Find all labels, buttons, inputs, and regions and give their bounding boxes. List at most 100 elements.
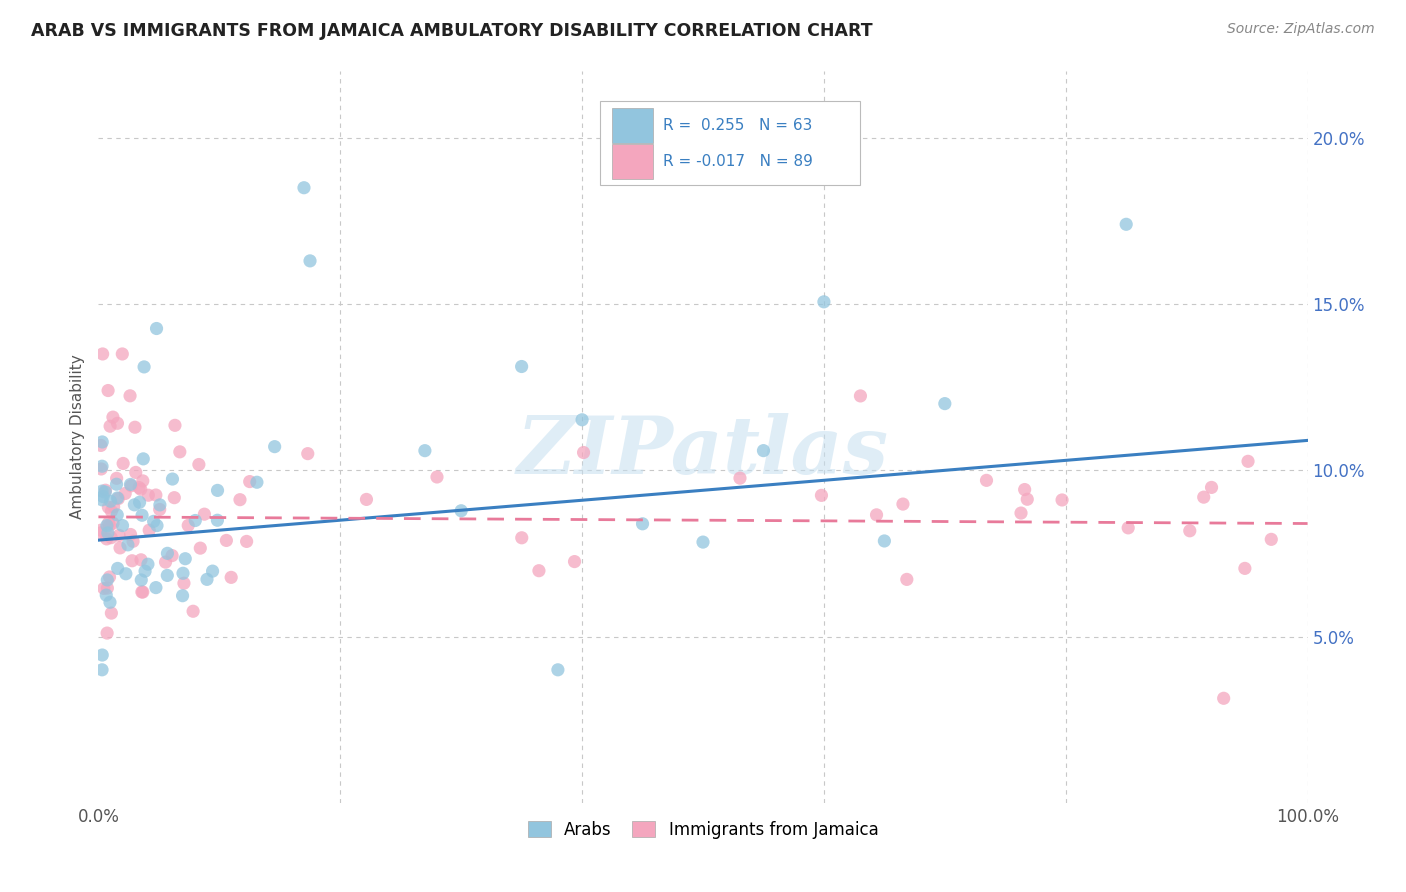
Point — [155, 555, 177, 569]
Point — [120, 477, 142, 491]
Point — [132, 451, 155, 466]
Point — [132, 359, 155, 374]
FancyBboxPatch shape — [613, 144, 654, 178]
Point — [172, 589, 194, 603]
Point — [1233, 561, 1256, 575]
Point — [138, 523, 160, 537]
Point — [1116, 521, 1139, 535]
Text: Source: ZipAtlas.com: Source: ZipAtlas.com — [1227, 22, 1375, 37]
Point — [173, 576, 195, 591]
Point — [125, 466, 148, 480]
Point — [728, 471, 751, 485]
Point — [120, 527, 142, 541]
Point — [169, 445, 191, 459]
Point — [91, 492, 114, 507]
FancyBboxPatch shape — [613, 108, 654, 144]
Point — [1050, 492, 1073, 507]
Y-axis label: Ambulatory Disability: Ambulatory Disability — [70, 355, 86, 519]
Point — [112, 457, 135, 471]
Point — [96, 518, 118, 533]
Point — [111, 518, 134, 533]
Point — [156, 546, 179, 560]
Point — [1201, 480, 1223, 494]
Point — [98, 570, 121, 584]
Point — [752, 443, 775, 458]
Point — [692, 535, 714, 549]
Point — [201, 564, 224, 578]
Point — [138, 488, 160, 502]
Point — [1017, 492, 1039, 507]
Point — [172, 566, 194, 581]
Point — [107, 491, 129, 506]
Point — [96, 626, 118, 640]
FancyBboxPatch shape — [600, 101, 860, 185]
Point — [114, 486, 136, 500]
Point — [100, 494, 122, 508]
Point — [207, 513, 229, 527]
Point — [129, 573, 152, 587]
Point — [193, 507, 215, 521]
Point — [177, 518, 200, 533]
Point — [100, 606, 122, 620]
Point — [571, 413, 593, 427]
Point — [1212, 691, 1234, 706]
Point — [564, 555, 586, 569]
Point — [96, 573, 118, 587]
Text: ARAB VS IMMIGRANTS FROM JAMAICA AMBULATORY DISABILITY CORRELATION CHART: ARAB VS IMMIGRANTS FROM JAMAICA AMBULATO… — [31, 22, 873, 40]
Point — [97, 516, 120, 530]
Point — [813, 294, 835, 309]
Point — [131, 585, 153, 599]
Point — [229, 492, 252, 507]
Point — [96, 588, 118, 602]
Point — [263, 440, 285, 454]
Point — [149, 498, 172, 512]
Point — [292, 180, 315, 194]
Point — [1014, 483, 1036, 497]
Point — [105, 471, 128, 485]
Point — [91, 434, 114, 449]
Point — [145, 321, 167, 335]
Point — [1237, 454, 1260, 468]
Point — [93, 582, 115, 596]
Point — [103, 500, 125, 514]
Text: R =  0.255   N = 63: R = 0.255 N = 63 — [664, 119, 813, 133]
Point — [90, 462, 112, 476]
Point — [1115, 217, 1137, 231]
Point — [124, 420, 146, 434]
Point — [174, 551, 197, 566]
Point — [128, 495, 150, 509]
Point — [122, 534, 145, 549]
Point — [120, 479, 142, 493]
Point — [246, 475, 269, 490]
Point — [426, 470, 449, 484]
Point — [108, 528, 131, 542]
Text: ZIPatlas: ZIPatlas — [517, 413, 889, 491]
Point — [299, 253, 322, 268]
Point — [163, 418, 186, 433]
Point — [184, 514, 207, 528]
Point — [510, 531, 533, 545]
Point — [129, 553, 152, 567]
Point — [107, 491, 129, 505]
Point — [129, 482, 152, 496]
Point — [160, 549, 183, 563]
Point — [413, 443, 436, 458]
Point — [101, 410, 124, 425]
Point — [98, 595, 121, 609]
Point — [865, 508, 887, 522]
Point — [297, 447, 319, 461]
Point — [108, 541, 131, 555]
Point — [115, 566, 138, 581]
Point — [131, 508, 153, 523]
Point — [124, 498, 146, 512]
Point — [101, 516, 124, 531]
Point — [118, 389, 141, 403]
Legend: Arabs, Immigrants from Jamaica: Arabs, Immigrants from Jamaica — [522, 814, 884, 846]
Point — [156, 568, 179, 582]
Point — [97, 384, 120, 398]
Point — [94, 485, 117, 500]
Point — [145, 488, 167, 502]
Point — [105, 508, 128, 522]
Point — [1260, 533, 1282, 547]
Point — [132, 474, 155, 488]
